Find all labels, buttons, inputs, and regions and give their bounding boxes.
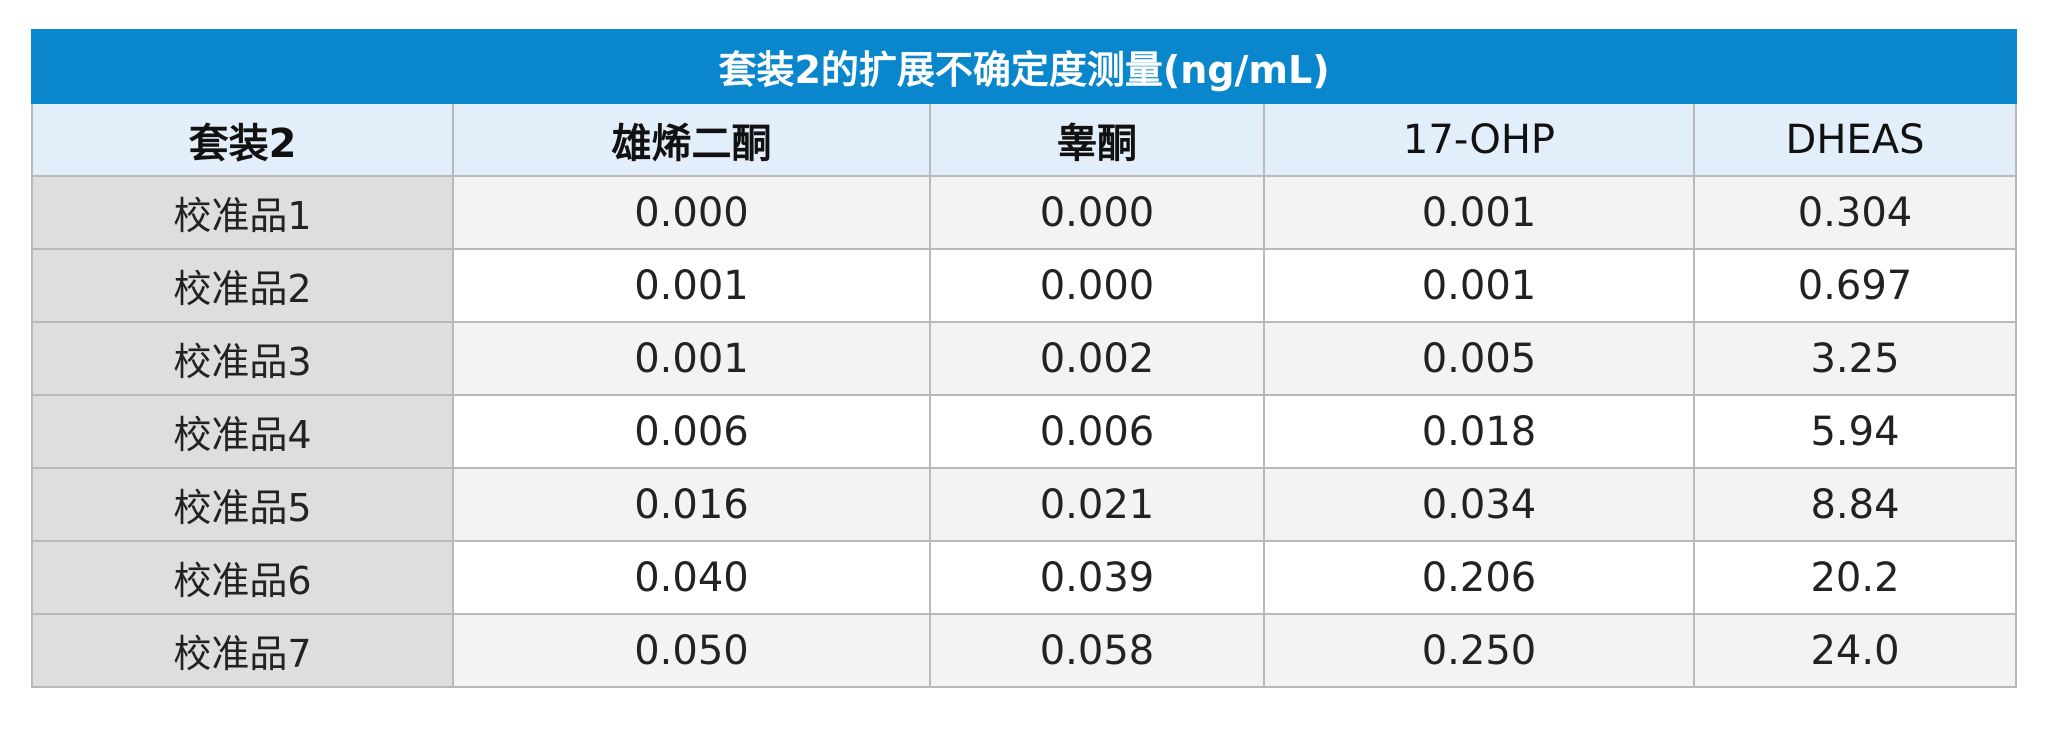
row-label: 校准品6 bbox=[31, 540, 454, 615]
cell-testosterone: 0.021 bbox=[929, 467, 1265, 542]
table-header-row: 套装2 雄烯二酮 睾酮 17-OHP DHEAS bbox=[31, 102, 2017, 177]
row-label: 校准品4 bbox=[31, 394, 454, 469]
cell-androstenedione: 0.001 bbox=[452, 248, 931, 323]
cell-androstenedione: 0.006 bbox=[452, 394, 931, 469]
cell-dheas: 5.94 bbox=[1693, 394, 2017, 469]
uncertainty-table-container: 套装2的扩展不确定度测量(ng/mL) 套装2 雄烯二酮 睾酮 17-OHP D… bbox=[31, 29, 2017, 688]
cell-testosterone: 0.039 bbox=[929, 540, 1265, 615]
cell-17-ohp: 0.005 bbox=[1263, 321, 1695, 396]
cell-testosterone: 0.000 bbox=[929, 175, 1265, 250]
cell-dheas: 8.84 bbox=[1693, 467, 2017, 542]
table-row: 校准品3 0.001 0.002 0.005 3.25 bbox=[31, 321, 2017, 396]
uncertainty-table: 套装2的扩展不确定度测量(ng/mL) 套装2 雄烯二酮 睾酮 17-OHP D… bbox=[31, 29, 2017, 688]
cell-17-ohp: 0.001 bbox=[1263, 175, 1695, 250]
cell-17-ohp: 0.034 bbox=[1263, 467, 1695, 542]
table-row: 校准品6 0.040 0.039 0.206 20.2 bbox=[31, 540, 2017, 615]
row-label: 校准品7 bbox=[31, 613, 454, 688]
cell-androstenedione: 0.040 bbox=[452, 540, 931, 615]
header-17-ohp: 17-OHP bbox=[1263, 102, 1695, 177]
header-kit: 套装2 bbox=[31, 102, 454, 177]
header-testosterone: 睾酮 bbox=[929, 102, 1265, 177]
header-androstenedione: 雄烯二酮 bbox=[452, 102, 931, 177]
row-label: 校准品5 bbox=[31, 467, 454, 542]
cell-dheas: 20.2 bbox=[1693, 540, 2017, 615]
cell-17-ohp: 0.018 bbox=[1263, 394, 1695, 469]
cell-testosterone: 0.000 bbox=[929, 248, 1265, 323]
table-title: 套装2的扩展不确定度测量(ng/mL) bbox=[31, 29, 2017, 104]
cell-dheas: 24.0 bbox=[1693, 613, 2017, 688]
cell-testosterone: 0.058 bbox=[929, 613, 1265, 688]
table-row: 校准品1 0.000 0.000 0.001 0.304 bbox=[31, 175, 2017, 250]
cell-dheas: 0.304 bbox=[1693, 175, 2017, 250]
table-title-row: 套装2的扩展不确定度测量(ng/mL) bbox=[31, 29, 2017, 104]
cell-dheas: 3.25 bbox=[1693, 321, 2017, 396]
cell-androstenedione: 0.000 bbox=[452, 175, 931, 250]
header-dheas: DHEAS bbox=[1693, 102, 2017, 177]
table-row: 校准品5 0.016 0.021 0.034 8.84 bbox=[31, 467, 2017, 542]
cell-17-ohp: 0.206 bbox=[1263, 540, 1695, 615]
cell-androstenedione: 0.050 bbox=[452, 613, 931, 688]
cell-androstenedione: 0.016 bbox=[452, 467, 931, 542]
cell-testosterone: 0.002 bbox=[929, 321, 1265, 396]
cell-testosterone: 0.006 bbox=[929, 394, 1265, 469]
cell-androstenedione: 0.001 bbox=[452, 321, 931, 396]
cell-17-ohp: 0.001 bbox=[1263, 248, 1695, 323]
cell-17-ohp: 0.250 bbox=[1263, 613, 1695, 688]
row-label: 校准品3 bbox=[31, 321, 454, 396]
table-row: 校准品4 0.006 0.006 0.018 5.94 bbox=[31, 394, 2017, 469]
table-row: 校准品2 0.001 0.000 0.001 0.697 bbox=[31, 248, 2017, 323]
table-row: 校准品7 0.050 0.058 0.250 24.0 bbox=[31, 613, 2017, 688]
row-label: 校准品2 bbox=[31, 248, 454, 323]
cell-dheas: 0.697 bbox=[1693, 248, 2017, 323]
row-label: 校准品1 bbox=[31, 175, 454, 250]
